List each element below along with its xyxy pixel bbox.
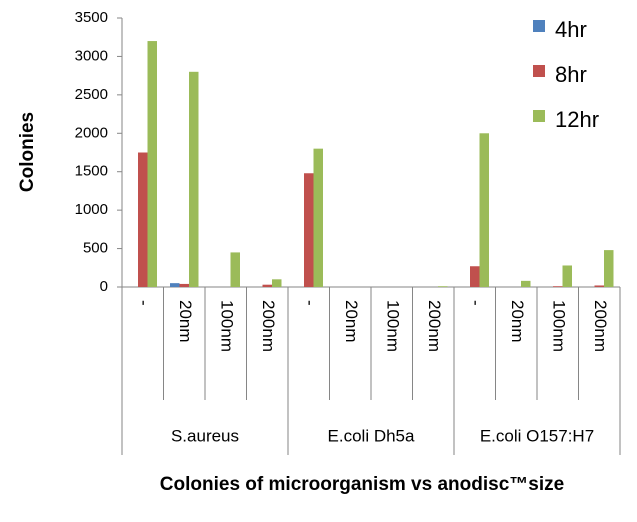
bar xyxy=(304,173,314,287)
y-tick-label: 1500 xyxy=(75,163,108,180)
legend-swatch xyxy=(533,20,545,32)
legend-label: 4hr xyxy=(555,17,587,42)
x-tick-label: 20nm xyxy=(176,300,195,343)
bar xyxy=(553,286,563,287)
legend-swatch xyxy=(533,65,545,77)
bar xyxy=(138,152,148,287)
x-tick-label: - xyxy=(300,300,319,306)
y-tick-label: 2000 xyxy=(75,124,108,141)
x-tick-label: 200nm xyxy=(425,300,444,352)
bar xyxy=(604,250,614,287)
bar xyxy=(470,266,480,287)
bar xyxy=(230,252,240,287)
bar xyxy=(594,285,604,287)
bar xyxy=(521,280,531,287)
bar xyxy=(562,265,572,287)
x-tick-label: 200nm xyxy=(259,300,278,352)
y-tick-label: 2500 xyxy=(75,86,108,103)
y-tick-label: 3000 xyxy=(75,47,108,64)
x-tick-label: 100nm xyxy=(549,300,568,352)
legend-label: 12hr xyxy=(555,107,599,132)
y-axis-label: Colonies xyxy=(17,112,38,192)
x-tick-label: - xyxy=(134,300,153,306)
x-tick-label: - xyxy=(466,300,485,306)
legend-swatch xyxy=(533,110,545,122)
bar xyxy=(438,286,448,287)
x-tick-label: 100nm xyxy=(383,300,402,352)
x-tick-label: 100nm xyxy=(217,300,236,352)
y-tick-label: 500 xyxy=(83,240,108,257)
legend-label: 8hr xyxy=(555,62,587,87)
y-tick-label: 0 xyxy=(100,278,108,295)
bar xyxy=(147,41,157,287)
chart-title: Colonies of microorganism vs anodisc™siz… xyxy=(160,474,564,495)
group-label: S.aureus xyxy=(171,426,239,445)
group-label: E.coli O157:H7 xyxy=(480,426,594,445)
bar xyxy=(189,71,199,287)
bar xyxy=(313,148,323,287)
y-tick-label: 3500 xyxy=(75,9,108,26)
bar xyxy=(272,279,282,287)
y-tick-label: 1000 xyxy=(75,201,108,218)
group-label: E.coli Dh5a xyxy=(328,426,415,445)
bar xyxy=(479,133,489,287)
x-tick-label: 20nm xyxy=(508,300,527,343)
bar xyxy=(262,284,272,287)
bar xyxy=(170,283,180,287)
x-tick-label: 20nm xyxy=(342,300,361,343)
bar xyxy=(179,283,189,287)
x-tick-label: 200nm xyxy=(591,300,610,352)
